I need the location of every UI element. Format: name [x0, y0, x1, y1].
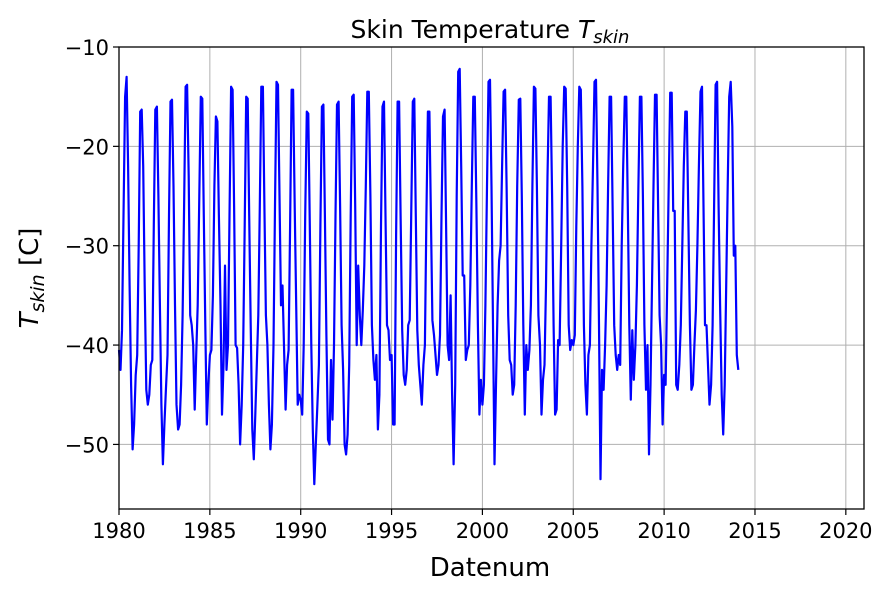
x-axis-ticks: 1980 1985 1990 1995 2000 2005 2010 2015 2020	[92, 509, 873, 543]
y-axis-label: Tskin [C]	[15, 228, 49, 329]
plot-series	[117, 67, 740, 486]
plot-frame	[118, 46, 865, 510]
x-tick-label: 2015	[728, 519, 781, 543]
x-axis-label: Datenum	[430, 553, 550, 583]
x-gridlines	[118, 47, 847, 509]
y-tick-label: −30	[65, 235, 109, 259]
x-tick-label: 1990	[274, 519, 327, 543]
x-tick-label: 1980	[92, 519, 145, 543]
x-tick-label: 1995	[365, 519, 418, 543]
y-tick-label: −40	[65, 334, 109, 358]
x-tick-label: 2020	[819, 519, 872, 543]
x-tick-label: 2010	[637, 519, 690, 543]
y-tick-label: −50	[65, 433, 109, 457]
y-tick-label: −20	[65, 135, 109, 159]
y-axis-ticks: −10 −20 −30 −40 −50	[65, 36, 119, 457]
chart-title: Skin Temperature Tskin	[351, 15, 630, 48]
x-tick-label: 1985	[183, 519, 236, 543]
series-line-tskin	[117, 67, 740, 486]
y-tick-label: −10	[65, 36, 109, 60]
x-tick-label: 2000	[456, 519, 509, 543]
x-tick-label: 2005	[547, 519, 600, 543]
